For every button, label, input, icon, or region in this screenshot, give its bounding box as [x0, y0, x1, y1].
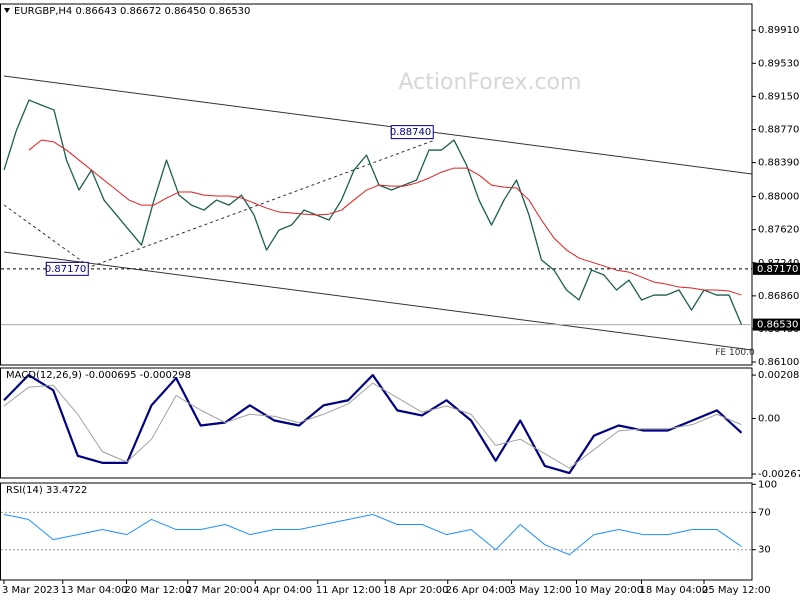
annotation-box — [390, 125, 434, 140]
x-tick-label: 4 Apr 04:00 — [253, 585, 312, 596]
series-line — [28, 139, 742, 296]
x-tick-label: 13 Mar 04:00 — [61, 585, 128, 596]
panel-title: EURGBP,H4 0.86643 0.86672 0.86450 0.8653… — [14, 6, 250, 17]
annotation-label: FE 100.0 — [715, 348, 755, 358]
panel-title: RSI(14) 33.4722 — [6, 485, 87, 496]
y-tick-label: 0.88000 — [758, 192, 799, 203]
x-tick-label: 10 May 20:00 — [575, 585, 644, 596]
level-label-box — [753, 318, 800, 331]
series-line — [3, 373, 743, 475]
x-tick-label: 20 Mar 12:00 — [125, 585, 192, 596]
x-tick-label: 3 May 12:00 — [510, 585, 572, 596]
symbol-icon — [4, 8, 10, 13]
y-tick-label: 0.87620 — [758, 225, 799, 236]
x-tick-label: 18 May 04:00 — [640, 585, 709, 596]
y-tick-label: 0.00 — [758, 413, 780, 424]
x-tick-label: 11 Apr 12:00 — [316, 585, 381, 596]
annotation-label: 0.88740 — [390, 127, 431, 138]
x-tick-label: 3 Mar 2023 — [2, 585, 59, 596]
channel-upper — [3, 75, 753, 175]
panel-frame — [0, 482, 753, 581]
x-tick-label: 18 Apr 20:00 — [383, 585, 448, 596]
channel-lower — [3, 251, 753, 351]
y-tick-label: 0.002088 — [758, 370, 800, 381]
y-tick-label: 100 — [758, 479, 777, 490]
y-tick-label: 0.86100 — [758, 357, 799, 368]
y-tick-label: 0.89530 — [758, 58, 799, 69]
x-tick-label: 26 Apr 04:00 — [446, 585, 511, 596]
panel-frame — [0, 3, 753, 366]
y-tick-label: 0.88770 — [758, 125, 799, 136]
y-tick-label: 0.86860 — [758, 291, 799, 302]
y-tick-label: 0.88390 — [758, 158, 799, 169]
annotation-box — [45, 261, 89, 276]
x-tick-label: 27 Mar 20:00 — [186, 585, 253, 596]
y-tick-label: 0.89910 — [758, 25, 799, 36]
level-label: 0.87170 — [757, 264, 798, 275]
panel-frame — [0, 367, 753, 479]
y-tick-label: 30 — [758, 545, 771, 556]
level-label-box — [753, 262, 800, 275]
series-line — [3, 99, 743, 325]
y-tick-label: 70 — [758, 507, 771, 518]
series-line — [3, 513, 742, 556]
y-tick-label: -0.002679 — [758, 469, 800, 480]
series-line — [3, 382, 742, 469]
watermark: ActionForex.com — [399, 70, 582, 95]
level-label: 0.86530 — [757, 320, 798, 331]
panel-title: MACD(12,26,9) -0.000695 -0.000298 — [6, 370, 191, 381]
annotation-label: 0.87170 — [45, 264, 86, 275]
x-tick-label: 25 May 12:00 — [702, 585, 771, 596]
y-tick-label: 0.89150 — [758, 91, 799, 102]
